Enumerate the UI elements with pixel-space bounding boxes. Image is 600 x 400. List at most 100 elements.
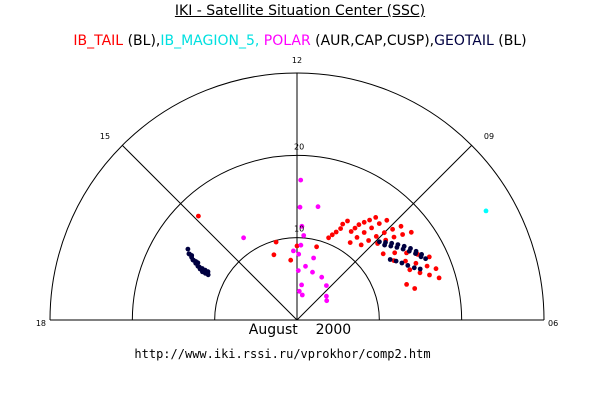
point-ib-tail	[345, 218, 350, 224]
point-polar	[241, 235, 247, 241]
point-polar	[319, 274, 325, 280]
point-ib-tail	[340, 221, 346, 227]
legend-note-polar: (AUR,CAP,CUSP),	[315, 33, 435, 49]
point-polar	[297, 204, 303, 210]
point-ib-tail	[398, 223, 404, 229]
point-ib-tail	[427, 272, 432, 278]
point-ib-tail	[352, 225, 358, 231]
point-ib-tail	[273, 239, 279, 245]
point-ib-tail	[373, 234, 379, 239]
point-ib-tail	[391, 234, 397, 240]
point-ib-tail	[356, 222, 362, 228]
point-geotail	[411, 265, 417, 271]
plot-labels: 18 15 12 09 06 10 20	[36, 56, 558, 328]
point-ib-tail	[294, 243, 300, 249]
point-ib-tail	[326, 235, 331, 241]
point-geotail	[377, 239, 382, 245]
point-polar	[311, 255, 316, 261]
point-ib-tail	[392, 250, 398, 256]
point-ib-tail	[271, 252, 277, 258]
point-geotail	[406, 248, 412, 254]
point-ib-tail	[381, 230, 387, 236]
point-ib-tail	[347, 240, 353, 246]
point-ib-tail	[417, 270, 423, 276]
point-polar	[324, 283, 329, 288]
point-ib-tail	[366, 238, 371, 243]
point-geotail	[399, 260, 405, 266]
point-polar	[291, 248, 296, 254]
point-ib-tail	[288, 257, 294, 263]
point-ib-tail	[373, 215, 379, 220]
chart-title: IKI - Satellite Situation Center (SSC)	[174, 3, 426, 19]
point-ib-tail	[314, 244, 319, 250]
point-geotail	[413, 251, 418, 256]
point-ib-tail	[384, 217, 390, 223]
point-ib-tail	[348, 229, 354, 234]
point-ib-tail	[376, 221, 382, 227]
point-ib-tail	[408, 229, 414, 235]
year-label: 2000	[315, 322, 352, 338]
radius-tick-label: 10	[294, 225, 304, 234]
point-ib-tail	[358, 242, 364, 248]
point-ib-tail	[361, 219, 367, 225]
point-polar	[298, 177, 304, 183]
point-polar	[299, 223, 305, 229]
point-ib-tail	[400, 232, 405, 237]
point-polar	[299, 282, 304, 288]
point-geotail	[185, 246, 191, 252]
legend-name-polar: POLAR	[263, 33, 311, 49]
hour-tick-label: 09	[484, 132, 494, 141]
legend-name-geotail: GEOTAIL	[434, 33, 494, 49]
point-ib-tail	[436, 275, 442, 281]
point-geotail	[400, 246, 406, 252]
point-ib-tail	[333, 229, 339, 235]
point-geotail	[423, 256, 428, 262]
point-ib-tail	[426, 254, 432, 260]
point-polar	[301, 233, 307, 238]
hour-tick-label: 06	[548, 319, 558, 328]
point-geotail	[205, 272, 211, 278]
point-geotail	[187, 251, 193, 257]
point-ib-tail	[338, 226, 343, 232]
point-ib-tail	[369, 225, 374, 231]
point-polar	[315, 204, 321, 210]
point-ib-tail	[412, 286, 418, 291]
point-ib-tail	[367, 217, 372, 223]
point-geotail	[417, 266, 423, 272]
point-geotail	[394, 245, 400, 250]
point-ib-tail	[361, 230, 367, 235]
point-polar	[324, 293, 329, 299]
point-geotail	[405, 263, 411, 268]
hour-tick-label: 12	[292, 56, 302, 65]
point-ib-tail	[404, 282, 409, 287]
point-ib-tail	[354, 235, 360, 240]
date-label: August 2000	[0, 322, 600, 338]
point-polar	[296, 251, 302, 257]
point-ib-tail	[413, 260, 419, 266]
legend-name-ib-magion: IB_MAGION_5,	[160, 33, 260, 49]
month-label: August	[248, 322, 298, 338]
legend-name-ib-tail: IB_TAIL	[73, 33, 124, 49]
point-ib-tail	[380, 251, 386, 257]
point-polar	[295, 268, 301, 273]
point-geotail	[388, 243, 394, 249]
legend: IB_TAIL (BL),IB_MAGION_5, POLAR (AUR,CAP…	[0, 33, 600, 49]
hour-tick-label: 15	[100, 132, 110, 141]
plot-grid	[49, 72, 545, 321]
point-ib-tail	[390, 226, 395, 232]
legend-note-ib-tail: (BL)	[127, 33, 156, 49]
point-ib-tail	[433, 266, 439, 272]
plot-points	[185, 177, 489, 304]
url-label: http://www.iki.rssi.ru/vprokhor/comp2.ht…	[134, 347, 431, 361]
point-geotail	[418, 254, 424, 260]
point-geotail	[387, 257, 393, 262]
point-ib-tail	[407, 267, 413, 273]
point-ib-tail	[329, 232, 335, 238]
point-polar	[296, 288, 302, 294]
point-polar	[310, 269, 315, 275]
point-ib-magion-5	[483, 208, 489, 214]
point-geotail	[393, 258, 399, 264]
point-polar	[298, 242, 304, 248]
point-geotail	[382, 242, 387, 248]
